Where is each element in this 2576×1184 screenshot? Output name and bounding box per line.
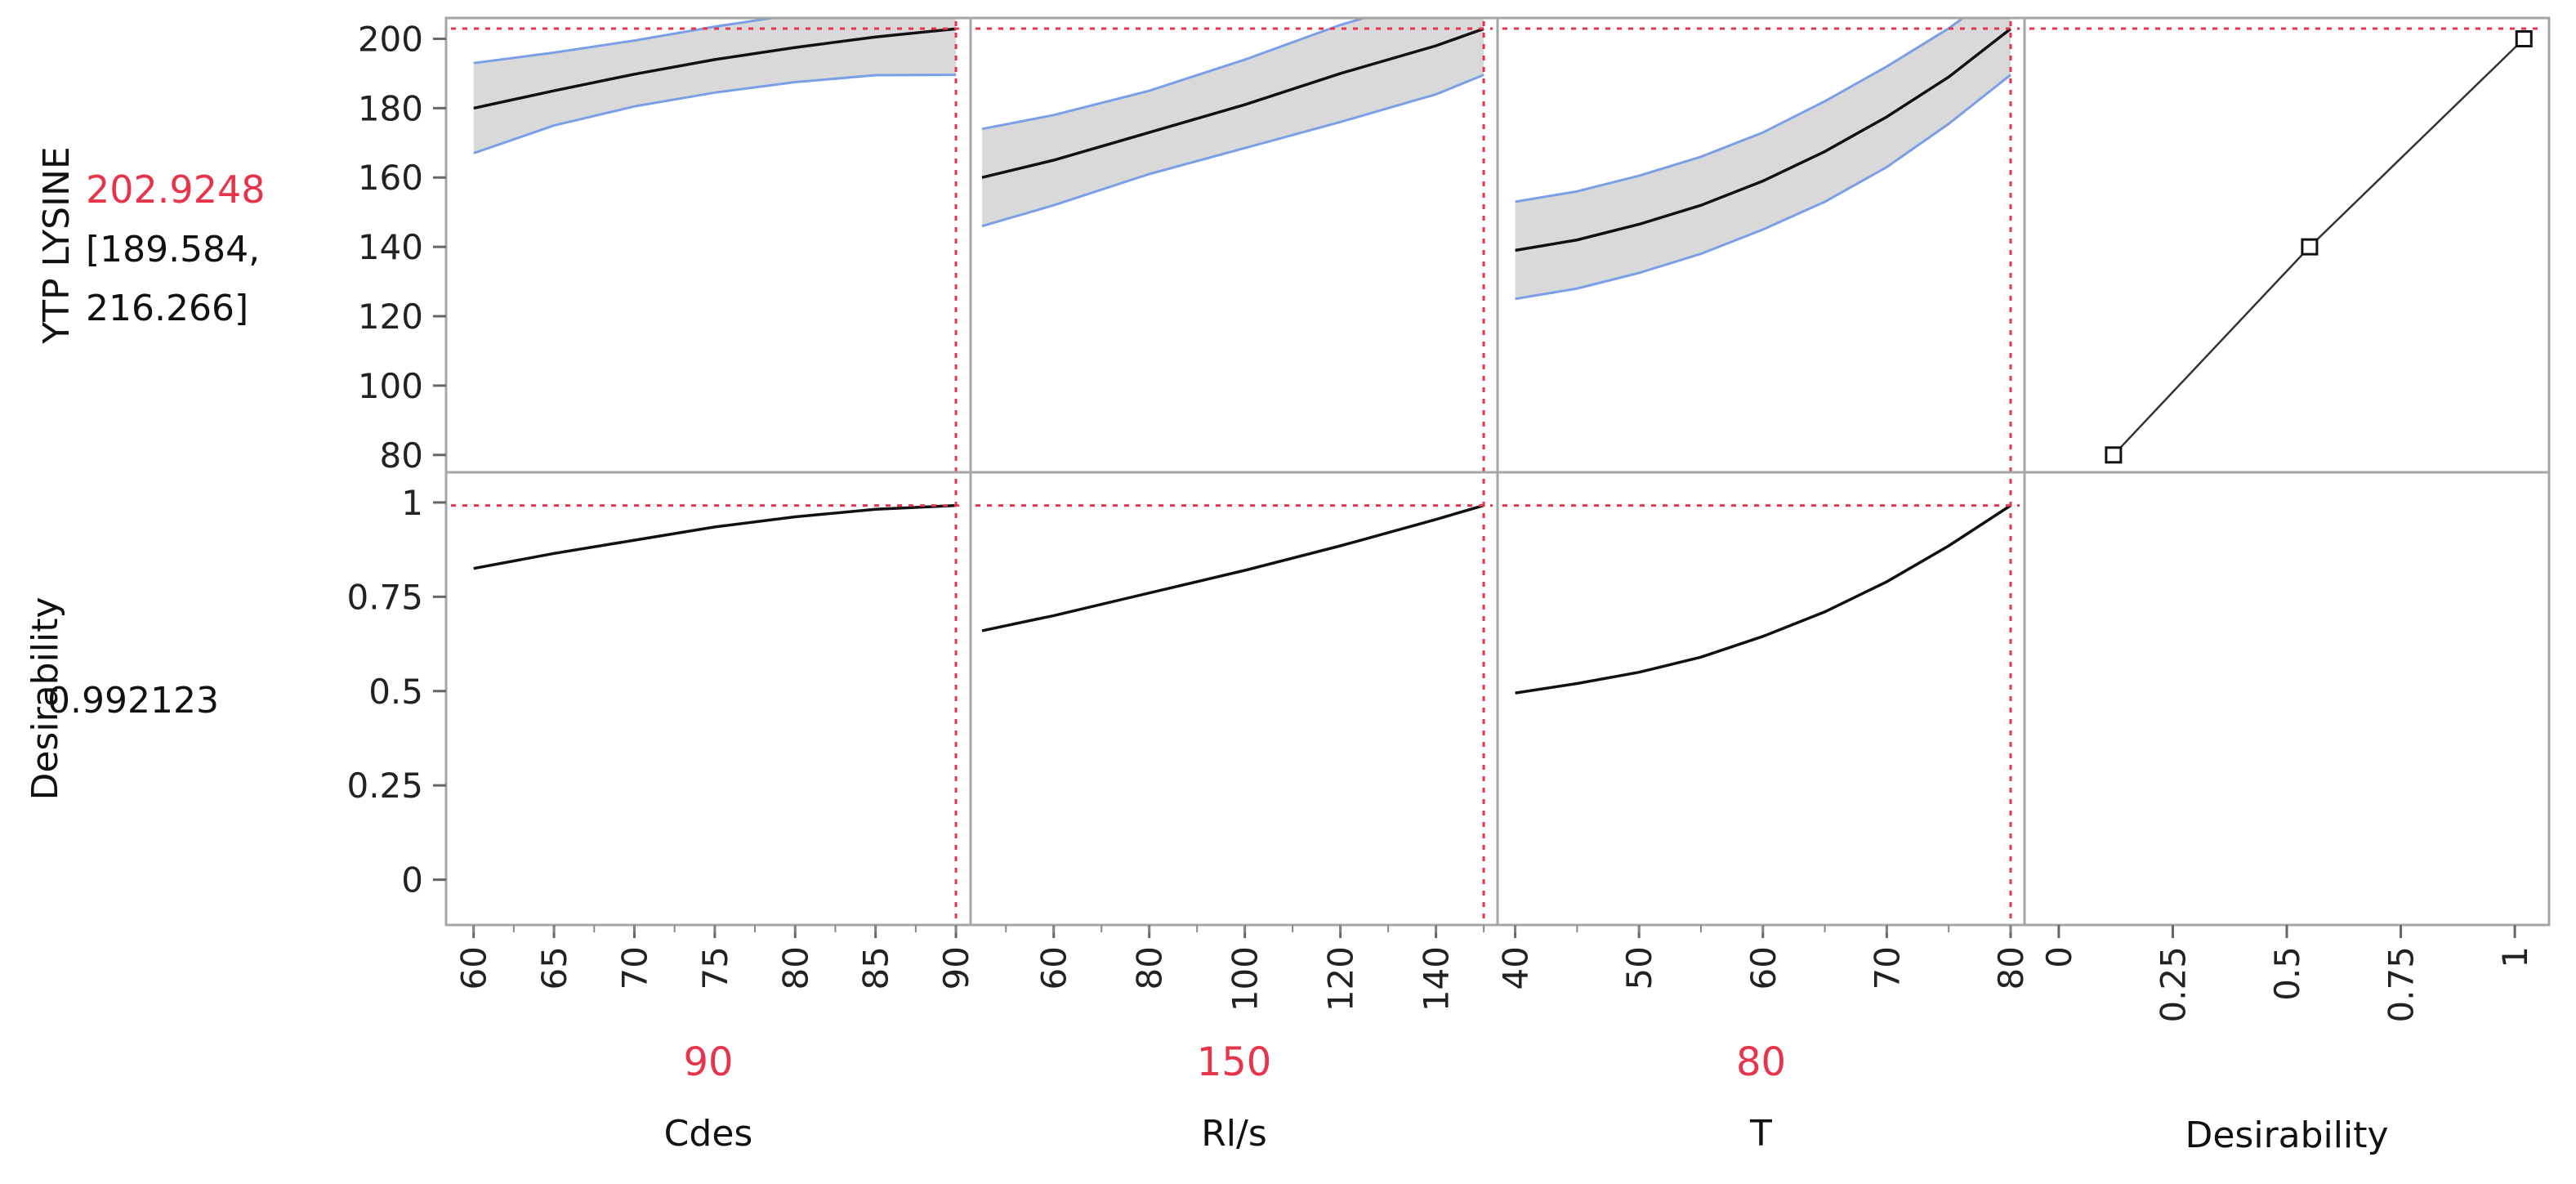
- y-tick-label: 1: [401, 483, 423, 523]
- x-tick-label: 100: [1225, 946, 1266, 1012]
- lower-confidence-line: [981, 74, 1484, 228]
- desirability-curve: [1515, 504, 2011, 695]
- x-tick-label: 1: [2495, 946, 2535, 968]
- confidence-band: [1515, 18, 2011, 299]
- desirability-current-value: 0.992123: [47, 680, 219, 722]
- panel-frame: [2023, 16, 2551, 474]
- prediction-curve: [1515, 27, 2012, 252]
- x-tick-label: 60: [454, 946, 494, 990]
- x-tick-label: 120: [1321, 946, 1361, 1012]
- factor-name: T: [1749, 1113, 1772, 1155]
- y-tick-label: 0.75: [346, 577, 423, 617]
- x-tick-label: 0: [2039, 946, 2079, 968]
- panel-frame: [969, 471, 1499, 927]
- x-tick-label: 65: [534, 946, 574, 990]
- x-tick-label: 75: [695, 946, 735, 990]
- y-tick-label: 140: [358, 227, 423, 267]
- x-tick-label: 80: [1130, 946, 1170, 990]
- x-tick-label: 85: [856, 946, 896, 990]
- prediction-curve: [981, 27, 1484, 179]
- confidence-band: [473, 18, 957, 154]
- desirability-curve: [981, 503, 1484, 632]
- lower-confidence-line: [473, 74, 957, 154]
- x-tick-label: 80: [1991, 946, 2031, 990]
- factor-current-value: 90: [683, 1039, 733, 1085]
- response-title: YTP LYSINE: [36, 146, 78, 344]
- response-ci-low: [189.584,: [86, 229, 260, 270]
- x-tick-label: 0.25: [2153, 946, 2193, 1023]
- y-tick-label: 80: [380, 436, 423, 476]
- x-tick-label: 60: [1743, 946, 1784, 990]
- y-tick-label: 160: [358, 158, 423, 198]
- upper-confidence-line: [1515, 18, 1966, 203]
- desirability-handle: [2105, 446, 2123, 464]
- y-tick-label: 0: [401, 860, 423, 900]
- x-tick-label: 60: [1034, 946, 1074, 990]
- x-tick-label: 80: [775, 946, 815, 990]
- upper-confidence-line: [981, 18, 1369, 131]
- response-current-value: 202.9248: [86, 168, 266, 212]
- desirability-axis-title: Desirability: [2185, 1115, 2388, 1156]
- response-ci-high: 216.266]: [86, 288, 248, 329]
- factor-current-value: 80: [1736, 1039, 1786, 1085]
- x-tick-label: 0.75: [2382, 946, 2422, 1023]
- panel-frame: [444, 471, 972, 927]
- y-tick-label: 0.5: [368, 672, 423, 712]
- upper-confidence-line: [473, 18, 781, 65]
- factor-name: Rl/s: [1201, 1113, 1267, 1155]
- x-tick-label: 50: [1619, 946, 1659, 990]
- factor-current-value: 150: [1197, 1039, 1272, 1085]
- x-tick-label: 0.5: [2267, 946, 2307, 1001]
- desirability-function-line: [2112, 38, 2525, 456]
- panel-frame: [1496, 471, 2026, 927]
- factor-name: Cdes: [664, 1113, 753, 1155]
- y-tick-label: 200: [358, 19, 423, 59]
- x-tick-label: 70: [1867, 946, 1907, 990]
- panel-frame: [2023, 471, 2551, 927]
- lower-confidence-line: [1515, 74, 2011, 301]
- prediction-curve: [473, 27, 957, 110]
- confidence-band: [982, 18, 1484, 226]
- x-tick-label: 70: [614, 946, 654, 990]
- desirability-title: Desirability: [25, 596, 66, 800]
- y-tick-label: 120: [358, 297, 423, 337]
- y-tick-label: 0.25: [346, 766, 423, 806]
- y-tick-label: 180: [358, 88, 423, 128]
- desirability-curve: [473, 503, 957, 570]
- desirability-handle: [2515, 29, 2533, 47]
- desirability-handle: [2301, 238, 2319, 256]
- y-tick-label: 100: [358, 366, 423, 406]
- x-tick-label: 40: [1496, 946, 1536, 990]
- x-tick-label: 90: [936, 946, 976, 990]
- x-tick-label: 140: [1417, 946, 1457, 1012]
